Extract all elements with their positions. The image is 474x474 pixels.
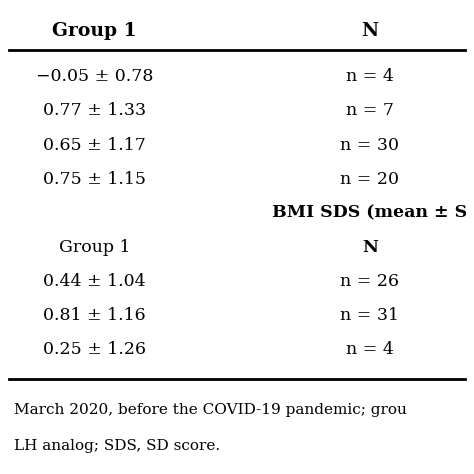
Text: 0.65 ± 1.17: 0.65 ± 1.17 bbox=[43, 137, 146, 154]
Text: BMI SDS (mean ± S: BMI SDS (mean ± S bbox=[272, 205, 467, 222]
Text: n = 4: n = 4 bbox=[346, 68, 394, 85]
Text: Group 1: Group 1 bbox=[59, 239, 130, 256]
Text: n = 4: n = 4 bbox=[346, 341, 394, 358]
Text: n = 26: n = 26 bbox=[340, 273, 399, 290]
Text: 0.77 ± 1.33: 0.77 ± 1.33 bbox=[43, 102, 146, 119]
Text: Group 1: Group 1 bbox=[53, 22, 137, 40]
Text: n = 31: n = 31 bbox=[340, 307, 399, 324]
Text: N: N bbox=[362, 239, 378, 256]
Text: n = 7: n = 7 bbox=[346, 102, 394, 119]
Text: n = 30: n = 30 bbox=[340, 137, 399, 154]
Text: 0.25 ± 1.26: 0.25 ± 1.26 bbox=[43, 341, 146, 358]
Text: March 2020, before the COVID-19 pandemic; grou: March 2020, before the COVID-19 pandemic… bbox=[14, 403, 407, 417]
Text: 0.81 ± 1.16: 0.81 ± 1.16 bbox=[44, 307, 146, 324]
Text: 0.44 ± 1.04: 0.44 ± 1.04 bbox=[44, 273, 146, 290]
Text: LH analog; SDS, SD score.: LH analog; SDS, SD score. bbox=[14, 438, 220, 453]
Text: N: N bbox=[361, 22, 378, 40]
Text: 0.75 ± 1.15: 0.75 ± 1.15 bbox=[43, 171, 146, 188]
Text: n = 20: n = 20 bbox=[340, 171, 399, 188]
Text: −0.05 ± 0.78: −0.05 ± 0.78 bbox=[36, 68, 154, 85]
